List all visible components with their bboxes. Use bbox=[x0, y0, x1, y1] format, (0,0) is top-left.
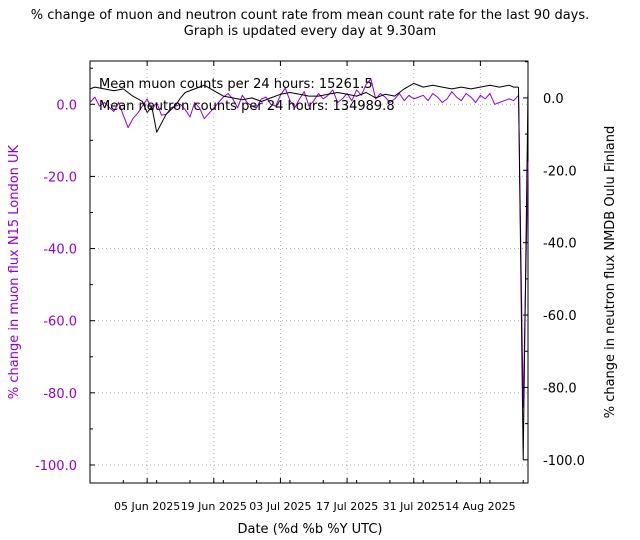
y-tick-label-right: -80.0 bbox=[543, 381, 577, 396]
x-tick-label: 05 Jun 2025 bbox=[114, 500, 180, 513]
y-tick-label-left: -80.0 bbox=[43, 387, 77, 402]
right-axis: 0.0 -20.0 -40.0 -60.0 -80.0 -100.0 bbox=[523, 61, 585, 469]
y-tick-label-left: 0.0 bbox=[56, 98, 77, 113]
y-axis-label-right: % change in neutron flux NMDB Oulu Finla… bbox=[603, 126, 618, 419]
x-tick-label: 31 Jul 2025 bbox=[383, 500, 445, 513]
y-axis-label-left: % change in muon flux N15 London UK bbox=[7, 144, 22, 399]
left-axis: 0.0 -20.0 -40.0 -60.0 -80.0 -100.0 bbox=[35, 67, 95, 474]
x-axis: 05 Jun 2025 19 Jun 2025 03 Jul 2025 17 Jul … bbox=[89, 61, 524, 513]
y-tick-label-right: -60.0 bbox=[543, 309, 577, 324]
y-tick-label-right: -20.0 bbox=[543, 164, 577, 179]
y-tick-label-left: -20.0 bbox=[43, 170, 77, 185]
muon-series-line-1 bbox=[518, 93, 529, 408]
y-tick-label-left: -40.0 bbox=[43, 243, 77, 258]
x-tick-label: 03 Jul 2025 bbox=[249, 500, 311, 513]
y-tick-label-left: -60.0 bbox=[43, 315, 77, 330]
y-tick-label-right: -40.0 bbox=[543, 237, 577, 252]
y-tick-label-right: -100.0 bbox=[543, 454, 585, 469]
annotation-muon-mean: Mean muon counts per 24 hours: 15261.5 bbox=[99, 77, 373, 92]
y-tick-label-left: -100.0 bbox=[35, 459, 77, 474]
x-tick-label: 14 Aug 2025 bbox=[445, 500, 515, 513]
annotation-neutron-mean: Mean neutron counts per 24 hours: 134989… bbox=[99, 99, 395, 114]
chart-subtitle: Graph is updated every day at 9.30am bbox=[184, 24, 436, 39]
series-layer bbox=[89, 78, 529, 461]
neutron-series-line-2 bbox=[89, 82, 519, 133]
x-axis-label: Date (%d %b %Y UTC) bbox=[237, 522, 382, 537]
chart-title: % change of muon and neutron count rate … bbox=[31, 8, 590, 23]
muon-series-line-0 bbox=[89, 78, 519, 129]
plot-area-frame bbox=[89, 60, 529, 484]
grid bbox=[90, 61, 528, 483]
y-tick-label-right: 0.0 bbox=[543, 92, 564, 107]
x-tick-label: 17 Jul 2025 bbox=[316, 500, 378, 513]
x-tick-label: 19 Jun 2025 bbox=[181, 500, 247, 513]
